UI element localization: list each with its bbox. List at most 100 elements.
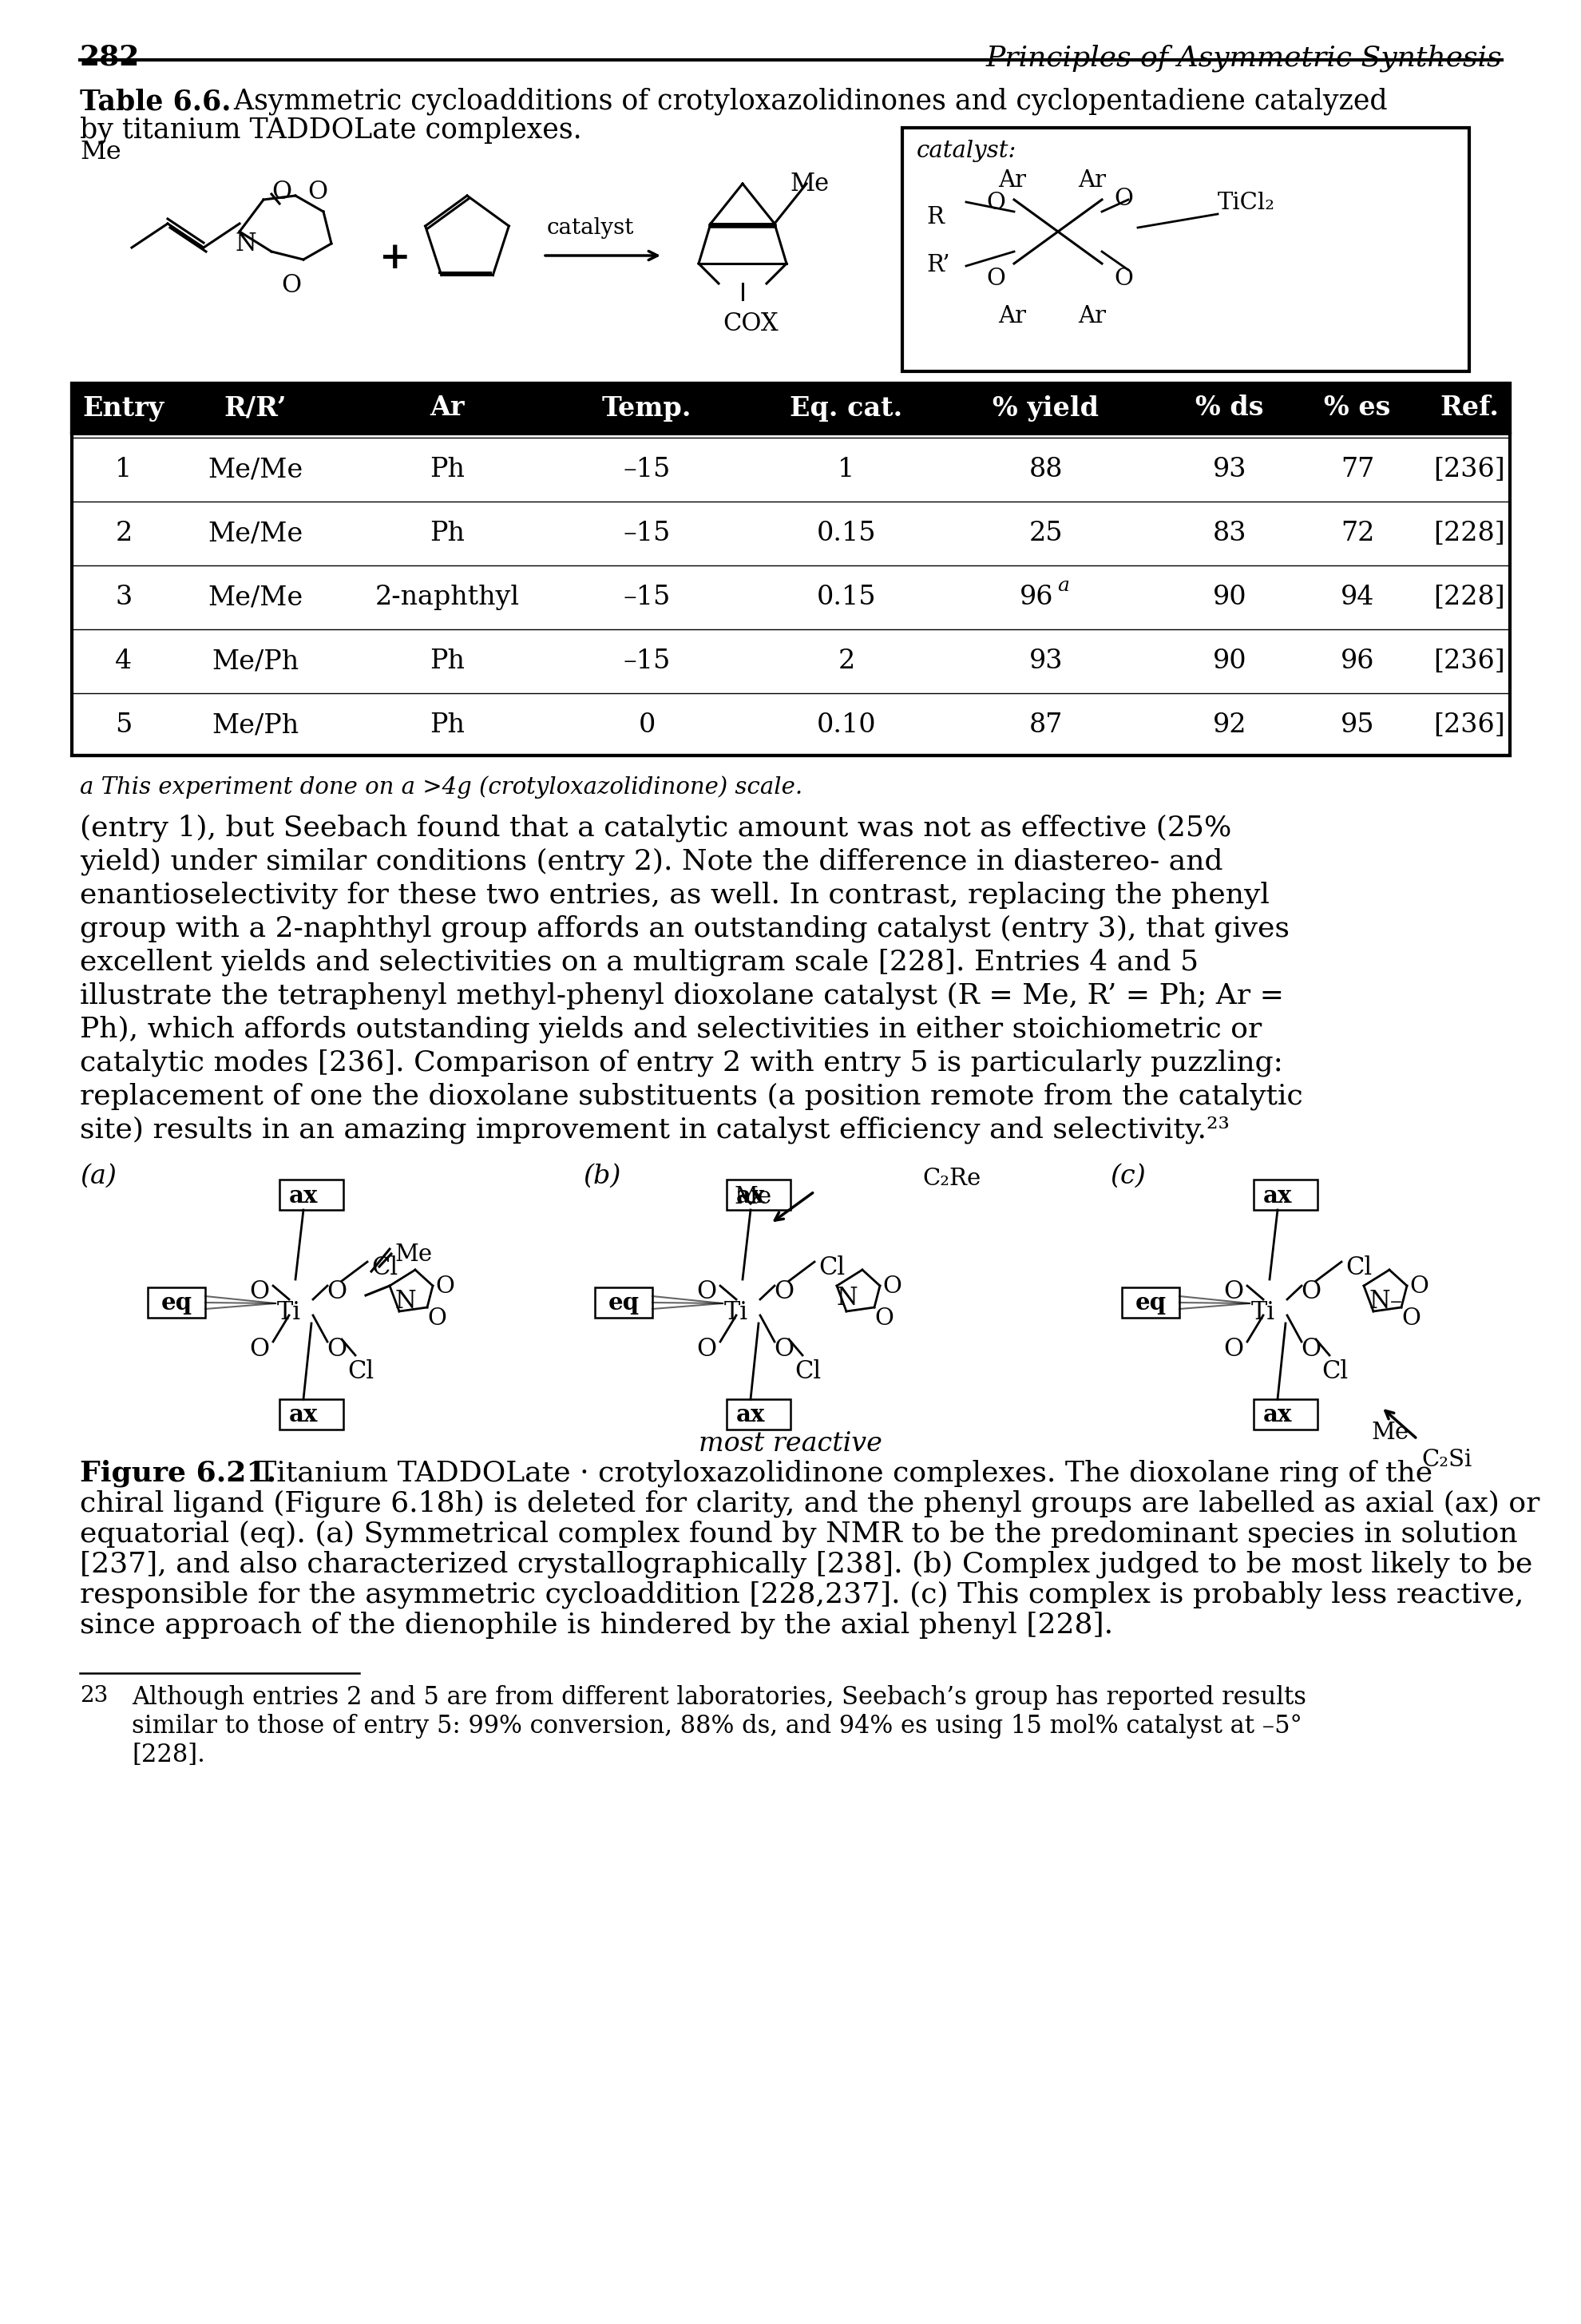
Text: catalyst: catalyst: [547, 216, 634, 239]
Text: excellent yields and selectivities on a multigram scale [228]. Entries 4 and 5: excellent yields and selectivities on a …: [79, 948, 1198, 976]
Text: eq: eq: [161, 1292, 191, 1315]
Text: (c): (c): [1110, 1164, 1145, 1190]
Text: O: O: [773, 1336, 794, 1362]
Text: O: O: [1401, 1308, 1420, 1329]
Bar: [901, 128, 1469, 372]
Text: 88: 88: [1029, 458, 1062, 483]
Text: [236]: [236]: [1432, 648, 1504, 674]
Text: catalytic modes [236]. Comparison of entry 2 with entry 5 is particularly puzzli: catalytic modes [236]. Comparison of ent…: [79, 1048, 1282, 1076]
Text: Cl: Cl: [817, 1255, 844, 1281]
Text: 0.15: 0.15: [816, 521, 876, 546]
Text: Ar: Ar: [1077, 304, 1105, 328]
Text: [237], and also characterized crystallographically [238]. (b) Complex judged to : [237], and also characterized crystallog…: [79, 1550, 1532, 1578]
Text: catalyst:: catalyst:: [917, 139, 1017, 163]
Text: most reactive: most reactive: [699, 1432, 882, 1457]
Text: 0.10: 0.10: [816, 713, 876, 739]
Text: 90: 90: [1213, 586, 1246, 611]
Text: Me: Me: [395, 1243, 433, 1267]
Text: 72: 72: [1339, 521, 1374, 546]
Text: O: O: [1301, 1336, 1320, 1362]
Bar: [71, 383, 1510, 755]
Text: % es: % es: [1323, 395, 1390, 421]
Text: a: a: [1058, 576, 1069, 595]
Text: 77: 77: [1339, 458, 1374, 483]
Text: Although entries 2 and 5 are from different laboratories, Seebach’s group has re: Although entries 2 and 5 are from differ…: [131, 1685, 1306, 1710]
Text: Ar: Ar: [998, 304, 1026, 328]
Text: 94: 94: [1339, 586, 1374, 611]
Text: 4: 4: [115, 648, 133, 674]
Text: (a): (a): [79, 1164, 117, 1190]
Text: O: O: [696, 1281, 716, 1304]
Text: Ph: Ph: [430, 648, 465, 674]
Text: ax: ax: [1262, 1404, 1292, 1427]
Text: 96: 96: [1018, 586, 1053, 611]
Text: Figure 6.21.: Figure 6.21.: [79, 1459, 277, 1487]
Text: R: R: [926, 207, 944, 228]
Text: O: O: [1224, 1336, 1243, 1362]
Text: similar to those of entry 5: 99% conversion, 88% ds, and 94% es using 15 mol% ca: similar to those of entry 5: 99% convers…: [131, 1713, 1301, 1738]
Text: O: O: [1301, 1281, 1320, 1304]
Text: O: O: [327, 1281, 346, 1304]
Text: O: O: [985, 191, 1004, 214]
Text: Me/Me: Me/Me: [207, 521, 304, 546]
Text: since approach of the dienophile is hindered by the axial phenyl [228].: since approach of the dienophile is hind…: [79, 1611, 1113, 1638]
Text: 87: 87: [1029, 713, 1062, 739]
Text: 93: 93: [1029, 648, 1062, 674]
Text: –15: –15: [623, 458, 670, 483]
Text: Me: Me: [790, 172, 830, 198]
Text: Eq. cat.: Eq. cat.: [789, 395, 903, 421]
Text: O: O: [427, 1308, 446, 1329]
Text: O: O: [1409, 1276, 1428, 1297]
Text: % yield: % yield: [993, 395, 1099, 421]
Text: 25: 25: [1029, 521, 1062, 546]
Text: Cl: Cl: [348, 1360, 373, 1385]
Text: Ref.: Ref.: [1439, 395, 1499, 421]
Text: R’: R’: [926, 253, 950, 277]
Bar: [280, 1399, 343, 1429]
Text: Me/Ph: Me/Ph: [212, 648, 299, 674]
Bar: [71, 383, 1510, 432]
Text: ax: ax: [289, 1404, 318, 1427]
Text: 1: 1: [115, 458, 133, 483]
Text: Ph: Ph: [430, 521, 465, 546]
Text: a This experiment done on a >4g (crotyloxazolidinone) scale.: a This experiment done on a >4g (crotylo…: [79, 776, 802, 799]
Text: Ph), which affords outstanding yields and selectivities in either stoichiometric: Ph), which affords outstanding yields an…: [79, 1016, 1262, 1043]
Bar: [1121, 1287, 1179, 1318]
Text: O: O: [272, 179, 291, 205]
Text: O: O: [696, 1336, 716, 1362]
Text: 5: 5: [115, 713, 133, 739]
Text: 83: 83: [1213, 521, 1246, 546]
Text: 95: 95: [1339, 713, 1374, 739]
Text: O: O: [250, 1281, 269, 1304]
Text: Me/Ph: Me/Ph: [212, 713, 299, 739]
Text: responsible for the asymmetric cycloaddition [228,237]. (c) This complex is prob: responsible for the asymmetric cycloaddi…: [79, 1580, 1523, 1608]
Text: Titanium TADDOLate · crotyloxazolidinone complexes. The dioxolane ring of the: Titanium TADDOLate · crotyloxazolidinone…: [251, 1459, 1432, 1487]
Text: Principles of Asymmetric Synthesis: Principles of Asymmetric Synthesis: [985, 44, 1502, 72]
Text: [228].: [228].: [131, 1743, 206, 1766]
Text: N–: N–: [1369, 1290, 1402, 1313]
Text: Temp.: Temp.: [601, 395, 691, 421]
Text: Entry: Entry: [82, 395, 164, 421]
Text: C₂Si: C₂Si: [1421, 1448, 1470, 1471]
Text: Me/Me: Me/Me: [207, 586, 304, 611]
Text: [236]: [236]: [1432, 458, 1504, 483]
Text: N: N: [236, 232, 256, 256]
Text: eq: eq: [607, 1292, 639, 1315]
Text: O: O: [773, 1281, 794, 1304]
Text: O: O: [250, 1336, 269, 1362]
Text: Ar: Ar: [998, 170, 1026, 191]
Text: Me: Me: [79, 139, 122, 165]
Text: TiCl₂: TiCl₂: [1217, 191, 1274, 214]
Text: ax: ax: [735, 1183, 765, 1206]
Text: –15: –15: [623, 521, 670, 546]
Text: ax: ax: [1262, 1183, 1292, 1206]
Text: Ph: Ph: [430, 713, 465, 739]
Text: 0: 0: [637, 713, 655, 739]
Text: O: O: [1113, 188, 1132, 209]
Text: Asymmetric cycloadditions of crotyloxazolidinones and cyclopentadiene catalyzed: Asymmetric cycloadditions of crotyloxazo…: [225, 88, 1387, 116]
Text: enantioselectivity for these two entries, as well. In contrast, replacing the ph: enantioselectivity for these two entries…: [79, 881, 1270, 909]
Text: R/R’: R/R’: [225, 395, 286, 421]
Text: site) results in an amazing improvement in catalyst efficiency and selectivity.²: site) results in an amazing improvement …: [79, 1116, 1228, 1143]
Text: Ar: Ar: [1077, 170, 1105, 191]
Text: group with a 2-naphthyl group affords an outstanding catalyst (entry 3), that gi: group with a 2-naphthyl group affords an…: [79, 913, 1289, 941]
